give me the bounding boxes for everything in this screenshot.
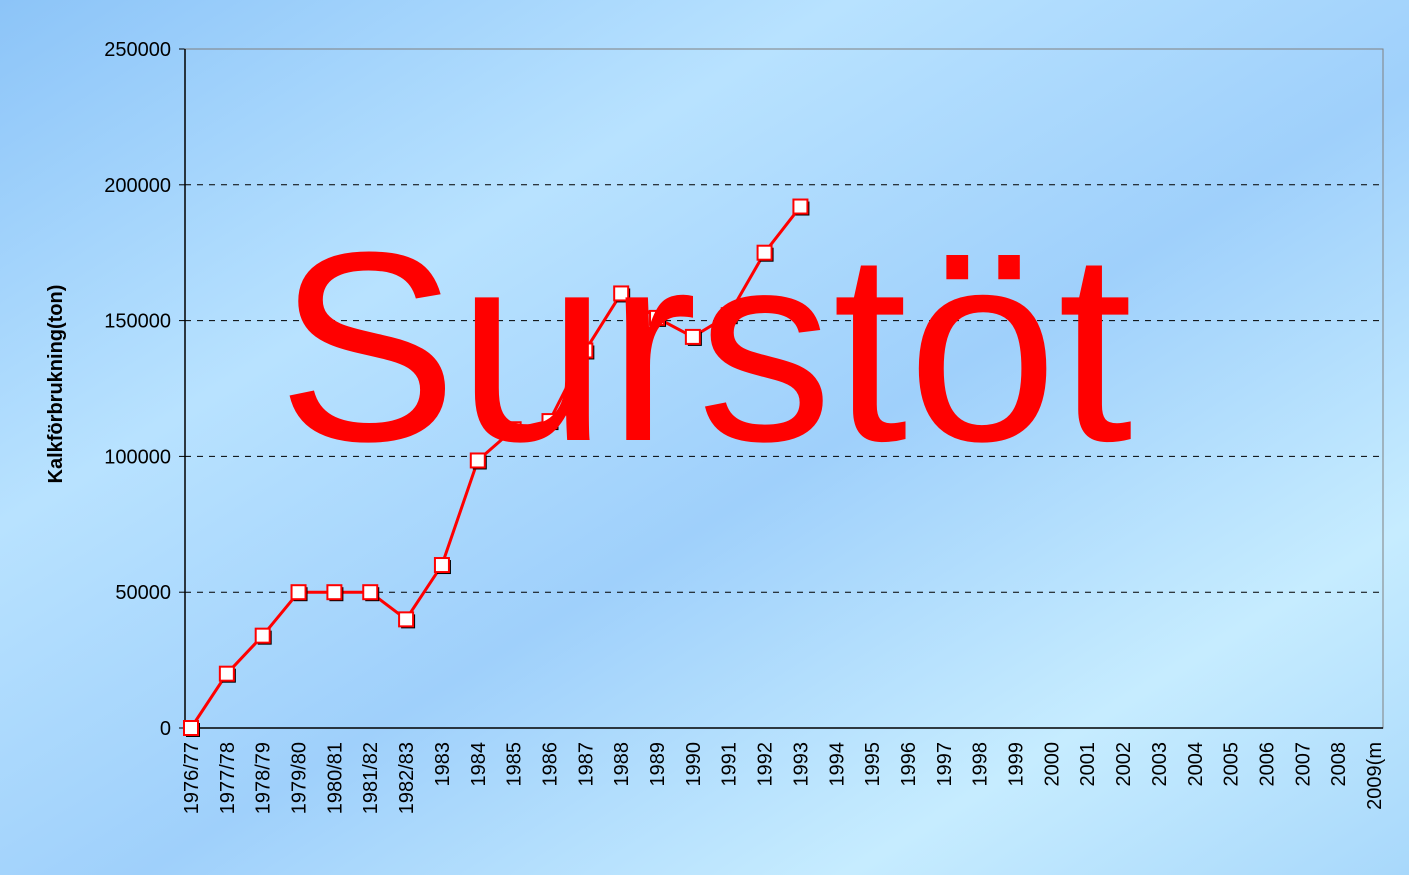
x-tick-label: 1978/79	[253, 742, 275, 814]
x-tick-label: 1980/81	[324, 742, 346, 814]
x-tick-label: 1998	[970, 742, 992, 787]
x-tick-label: 1988	[611, 742, 633, 787]
marker	[256, 629, 270, 643]
x-tick-label: 2001	[1077, 742, 1099, 787]
marker	[184, 721, 198, 735]
page: {"chart_data": {"type": "line", "y_label…	[0, 0, 1409, 875]
marker	[327, 585, 341, 599]
x-tick-label: 1997	[934, 742, 956, 787]
x-tick-label: 2003	[1149, 742, 1171, 787]
x-tick-label: 1991	[719, 742, 741, 787]
x-tick-label: 1984	[468, 742, 490, 787]
y-tick-label: 250000	[104, 39, 171, 61]
marker	[399, 612, 413, 626]
marker	[292, 585, 306, 599]
y-tick-label: 200000	[104, 175, 171, 197]
x-tick-label: 2004	[1185, 742, 1207, 787]
y-tick-label: 100000	[104, 446, 171, 468]
marker	[363, 585, 377, 599]
marker	[220, 667, 234, 681]
x-tick-label: 1982/83	[396, 742, 418, 814]
x-tick-label: 1999	[1006, 742, 1028, 787]
annotation: Surstöt	[277, 197, 1133, 498]
x-tick-label: 2009(m	[1364, 742, 1386, 810]
x-tick-label: 1981/82	[360, 742, 382, 814]
x-tick-label: 1983	[432, 742, 454, 787]
y-tick-label: 50000	[115, 582, 171, 604]
x-tick-label: 1979/80	[289, 742, 311, 814]
x-tick-label: 1996	[898, 742, 920, 787]
x-tick-label: 2005	[1221, 742, 1243, 787]
x-tick-label: 2000	[1041, 742, 1063, 787]
x-tick-label: 1992	[755, 742, 777, 787]
x-tick-label: 1986	[539, 742, 561, 787]
x-tick-label: 2002	[1113, 742, 1135, 787]
x-tick-label: 1977/78	[217, 742, 239, 814]
x-tick-label: 1994	[826, 742, 848, 787]
chart: Kalkförbrukning(ton) 0 50000 100000 150000 2…	[0, 0, 1409, 875]
x-tick-label: 2008	[1328, 742, 1350, 787]
x-tick-label: 1987	[575, 742, 597, 787]
x-tick-label: 1993	[790, 742, 812, 787]
x-tick-label: 2006	[1256, 742, 1278, 787]
x-tick-label: 1989	[647, 742, 669, 787]
x-tick-label: 1990	[683, 742, 705, 787]
y-axis-label: Kalkförbrukning(ton)	[45, 285, 67, 484]
y-tick-label: 150000	[104, 311, 171, 333]
y-tick-label: 0	[160, 718, 171, 740]
x-tick-label: 1976/77	[181, 742, 203, 814]
x-tick-label: 2007	[1292, 742, 1314, 787]
marker	[435, 558, 449, 572]
x-tick-label: 1995	[862, 742, 884, 787]
x-tick-label: 1985	[504, 742, 526, 787]
